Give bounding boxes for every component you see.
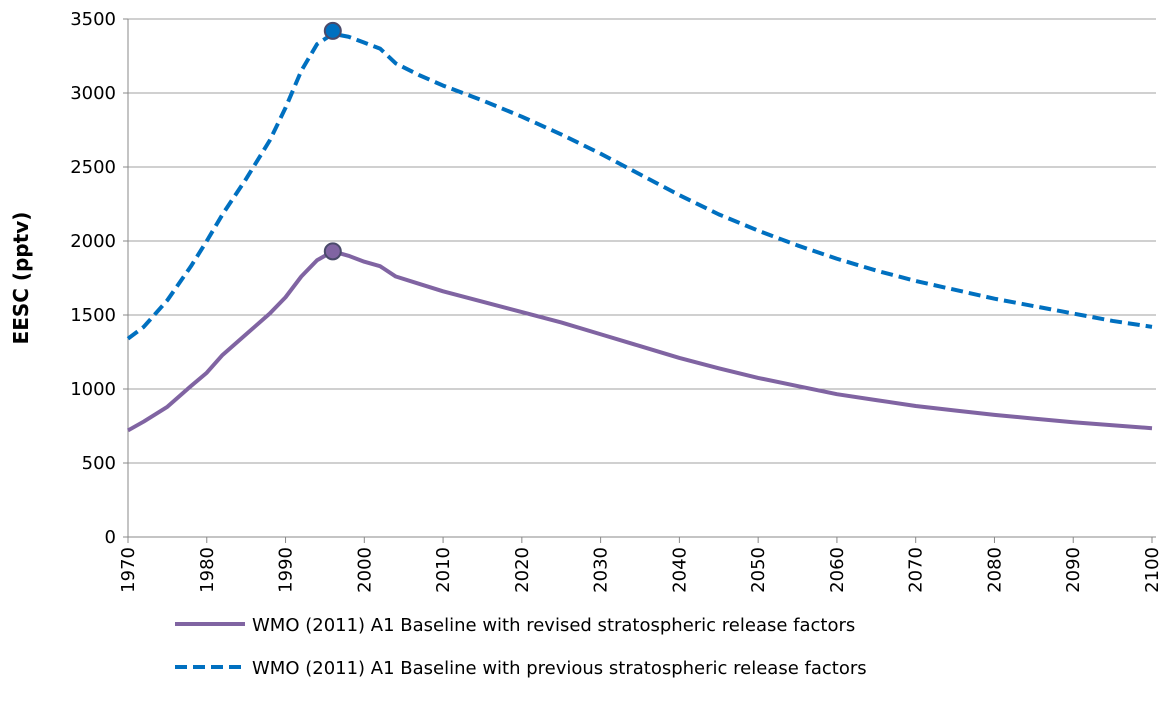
series-line xyxy=(127,249,1153,433)
x-tick-label: 2090 xyxy=(1063,547,1084,593)
x-tick-label: 2100 xyxy=(1142,547,1163,593)
y-tick-label: 2000 xyxy=(70,231,116,252)
y-tick-label: 500 xyxy=(82,453,116,474)
y-tick-label: 1000 xyxy=(70,379,116,400)
x-tick-label: 2080 xyxy=(984,547,1005,593)
x-tick-label: 2000 xyxy=(354,547,375,593)
peak-marker xyxy=(323,21,342,40)
x-tick-label: 2050 xyxy=(748,547,769,593)
y-tick-label: 1500 xyxy=(70,305,116,326)
legend-label: WMO (2011) A1 Baseline with previous str… xyxy=(252,658,867,679)
x-tick-label: 2070 xyxy=(906,547,927,593)
x-tick-label: 1980 xyxy=(197,547,218,593)
peak-marker xyxy=(323,242,342,261)
series-line xyxy=(126,31,1153,341)
x-tick-label: 2010 xyxy=(433,547,454,593)
x-tick-label: 1990 xyxy=(276,547,297,593)
x-tick-label: 2030 xyxy=(591,547,612,593)
x-tick-label: 2020 xyxy=(512,547,533,593)
y-tick-label: 3000 xyxy=(70,83,116,104)
y-tick-label: 3500 xyxy=(70,9,116,30)
x-tick-label: 1970 xyxy=(118,547,139,593)
y-tick-label: 0 xyxy=(105,527,116,548)
x-tick-label: 2060 xyxy=(827,547,848,593)
legend-label: WMO (2011) A1 Baseline with revised stra… xyxy=(252,615,855,636)
y-axis-label: EESC (pptv) xyxy=(9,212,33,345)
y-tick-label: 2500 xyxy=(70,157,116,178)
x-tick-label: 2040 xyxy=(669,547,690,593)
